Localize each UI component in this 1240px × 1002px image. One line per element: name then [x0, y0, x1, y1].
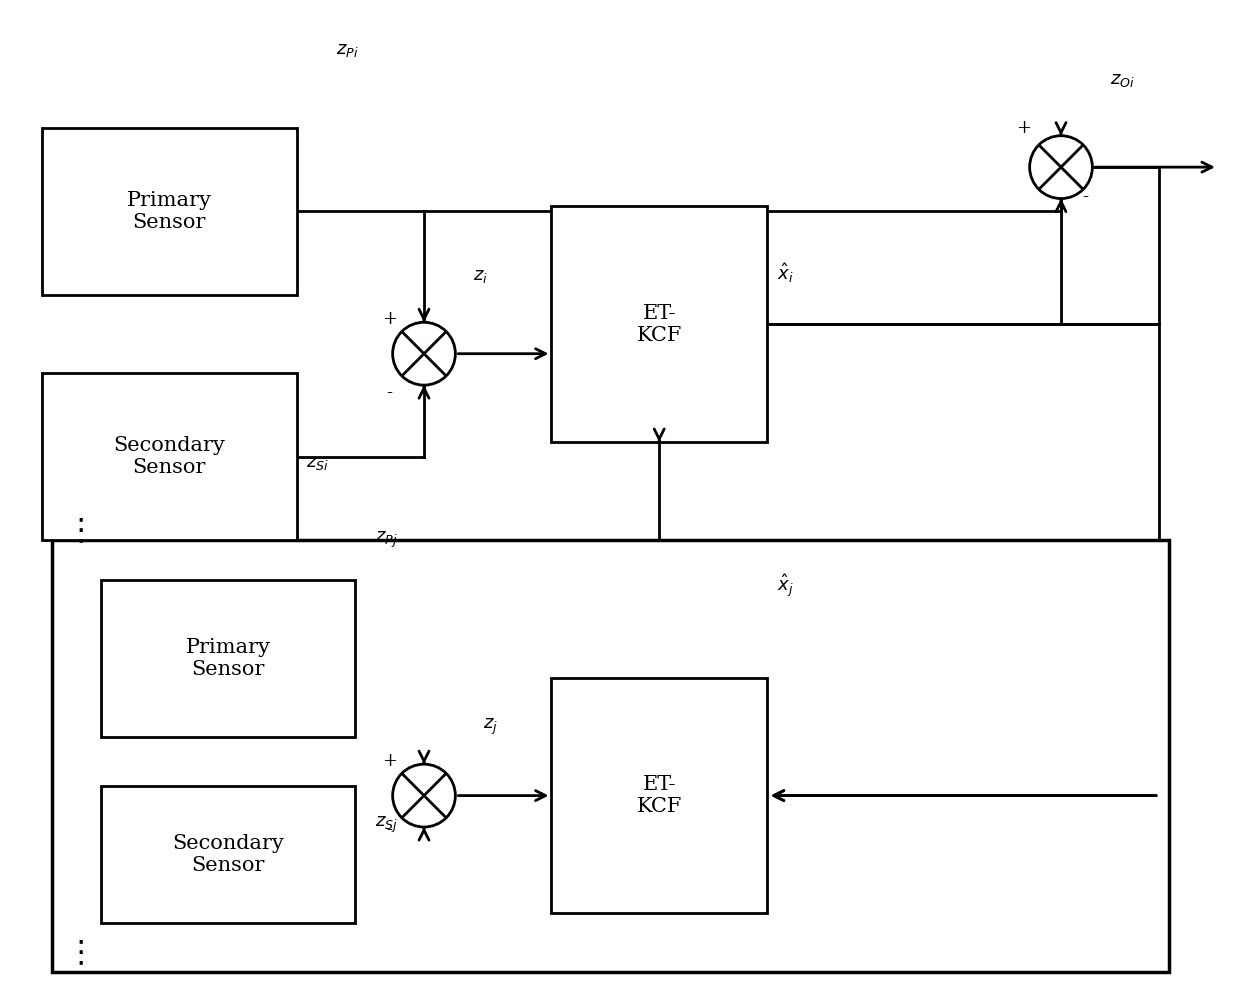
- Text: ET-
KCF: ET- KCF: [636, 304, 682, 345]
- Text: +: +: [382, 753, 397, 771]
- Bar: [42, 128, 296, 295]
- Bar: [100, 579, 356, 736]
- Text: $z_{Pi}$: $z_{Pi}$: [336, 41, 358, 59]
- Text: +: +: [1017, 119, 1032, 137]
- Text: $z_j$: $z_j$: [482, 716, 497, 736]
- Text: $\hat{x}_j$: $\hat{x}_j$: [776, 572, 794, 599]
- Text: Secondary
Sensor: Secondary Sensor: [113, 436, 226, 477]
- Circle shape: [393, 323, 455, 385]
- Text: $\hat{x}_i$: $\hat{x}_i$: [776, 262, 794, 285]
- Text: Primary
Sensor: Primary Sensor: [186, 637, 270, 678]
- Text: +: +: [382, 311, 397, 329]
- Circle shape: [1029, 135, 1092, 198]
- Text: Primary
Sensor: Primary Sensor: [126, 190, 212, 231]
- Text: -: -: [1083, 187, 1089, 205]
- Text: ⋮: ⋮: [66, 938, 97, 967]
- Bar: [52, 540, 1169, 972]
- Circle shape: [393, 765, 455, 827]
- Text: $z_{Sj}$: $z_{Sj}$: [374, 815, 398, 835]
- Text: $z_{Si}$: $z_{Si}$: [306, 454, 330, 472]
- Bar: [552, 677, 768, 914]
- Bar: [42, 374, 296, 540]
- Text: ⋮: ⋮: [66, 516, 97, 545]
- Text: $z_{Pj}$: $z_{Pj}$: [374, 530, 398, 550]
- Text: -: -: [387, 821, 393, 839]
- Text: -: -: [387, 384, 393, 402]
- Text: ET-
KCF: ET- KCF: [636, 776, 682, 816]
- Text: $z_i$: $z_i$: [472, 267, 489, 285]
- Bar: [100, 786, 356, 923]
- Text: Secondary
Sensor: Secondary Sensor: [172, 834, 284, 875]
- Bar: [552, 206, 768, 442]
- Text: $z_{Oi}$: $z_{Oi}$: [1110, 70, 1135, 88]
